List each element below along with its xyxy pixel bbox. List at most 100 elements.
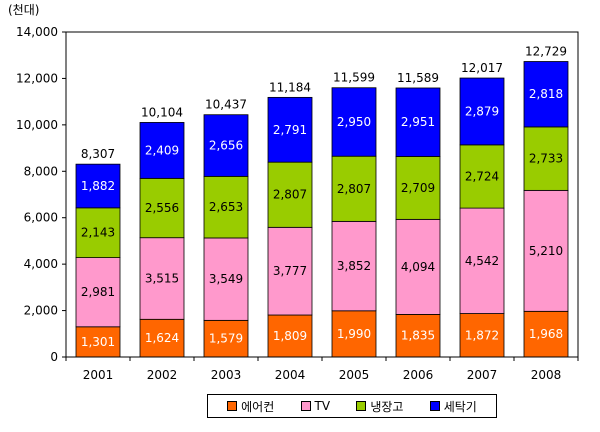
- bar-value-label: 4,542: [465, 254, 499, 268]
- bar-value-label: 2,879: [465, 104, 499, 118]
- bar-value-label: 5,210: [529, 244, 563, 258]
- bar-value-label: 2,807: [273, 188, 307, 202]
- bar-segment: [523, 61, 569, 128]
- bar-segment: [395, 218, 441, 315]
- y-tick-label: 14,000: [16, 25, 58, 39]
- bar-segment: [459, 207, 505, 314]
- bar-segment: [267, 96, 313, 163]
- x-tick-label: 2005: [339, 368, 370, 382]
- legend-item-aircon: 에어컨: [227, 398, 274, 415]
- bar-value-label: 2,656: [209, 139, 243, 153]
- bar-value-label: 2,791: [273, 123, 307, 137]
- bar-value-label: 2,724: [465, 169, 499, 183]
- bar-segment: [331, 220, 377, 312]
- bar-value-label: 1,624: [145, 331, 179, 345]
- plot-frame: [65, 31, 579, 358]
- x-tick-label: 2001: [83, 368, 114, 382]
- bar-value-label: 2,409: [145, 143, 179, 157]
- legend-swatch-washer: [429, 401, 440, 411]
- unit-label: (천대): [8, 2, 39, 17]
- legend: 에어컨 TV 냉장고 세탁기: [207, 394, 497, 418]
- bar-value-label: 1,990: [337, 327, 371, 341]
- bar-segment: [203, 114, 249, 177]
- legend-swatch-refrigerator: [356, 401, 367, 411]
- x-axis: 2001 2002 2003 2004 2005 2006 2007 2008: [65, 357, 579, 382]
- bar-segment: [523, 189, 569, 312]
- x-tick-label: 2007: [467, 368, 498, 382]
- bar-value-label: 2,981: [81, 285, 115, 299]
- bar-value-label: 2,950: [337, 115, 371, 129]
- legend-label-refrigerator: 냉장고: [370, 399, 404, 414]
- x-tick-label: 2003: [211, 368, 242, 382]
- bar-segment: [75, 163, 121, 209]
- legend-item-refrigerator: 냉장고: [356, 398, 403, 415]
- legend-item-tv: TV: [300, 399, 331, 413]
- bar-total-label: 10,437: [205, 98, 247, 112]
- x-tick-label: 2006: [403, 368, 434, 382]
- bar-value-label: 1,835: [401, 329, 435, 343]
- bar-segment: [75, 257, 121, 328]
- bar-segment: [139, 318, 185, 358]
- bar-value-label: 3,777: [273, 264, 307, 278]
- bar-value-label: 2,951: [401, 115, 435, 129]
- bar-value-label: 1,579: [209, 332, 243, 346]
- x-tick-label: 2004: [275, 368, 306, 382]
- bar-segment: [203, 175, 249, 239]
- bar-segment: [331, 310, 377, 358]
- bar-segment: [395, 314, 441, 358]
- legend-label-tv: TV: [314, 399, 331, 413]
- bar-value-label: 2,818: [529, 87, 563, 101]
- bar-segment: [75, 207, 121, 258]
- bar-total-label: 11,184: [269, 80, 311, 94]
- bar-value-label: 4,094: [401, 260, 435, 274]
- bar-value-label: 1,301: [81, 335, 115, 349]
- bar-value-label: 2,143: [81, 226, 115, 240]
- y-tick-label: 4,000: [24, 257, 58, 271]
- bar-value-label: 3,549: [209, 272, 243, 286]
- bar-total-label: 8,307: [81, 147, 115, 161]
- bar-total-label: 12,729: [525, 45, 567, 59]
- y-tick-label: 12,000: [16, 71, 58, 85]
- bar-value-label: 1,809: [273, 329, 307, 343]
- y-tick-label: 10,000: [16, 118, 58, 132]
- legend-label-aircon: 에어컨: [241, 399, 275, 414]
- bar-segment: [395, 87, 441, 157]
- bar-segment: [331, 87, 377, 157]
- legend-swatch-aircon: [227, 401, 238, 411]
- bar-total-label: 10,104: [141, 105, 183, 119]
- bar-segment: [75, 326, 121, 358]
- bar-value-label: 2,807: [337, 182, 371, 196]
- bar-segment: [203, 237, 249, 321]
- y-axis: 0 2,000 4,000 6,000 8,000 10,000 12,000 14,000: [16, 25, 66, 364]
- bar-segment: [459, 313, 505, 358]
- x-tick-label: 2008: [531, 368, 562, 382]
- bar-value-label: 1,872: [465, 328, 499, 342]
- bar-total-label: 12,017: [461, 61, 503, 75]
- bar-value-label: 2,556: [145, 201, 179, 215]
- bar-segment: [459, 77, 505, 146]
- bar-value-label: 1,968: [529, 327, 563, 341]
- bar-segment: [395, 156, 441, 220]
- bar-value-label: 3,515: [145, 272, 179, 286]
- bar-value-label: 2,709: [401, 181, 435, 195]
- bar-segment: [331, 155, 377, 222]
- y-tick-label: 0: [50, 350, 58, 364]
- bar-total-label: 11,599: [333, 71, 375, 85]
- legend-item-washer: 세탁기: [429, 398, 477, 415]
- bar-segment: [459, 144, 505, 209]
- bar-value-label: 3,852: [337, 259, 371, 273]
- bars: 1,301 2,981 2,143 1,882 8,307 1,624 3,515 2,556…: [75, 45, 569, 358]
- y-tick-label: 2,000: [24, 304, 58, 318]
- y-tick-label: 6,000: [24, 211, 58, 225]
- bar-value-label: 2,653: [209, 200, 243, 214]
- y-tick-label: 8,000: [24, 164, 58, 178]
- legend-label-washer: 세탁기: [443, 399, 477, 414]
- x-tick-label: 2002: [147, 368, 178, 382]
- bar-total-label: 11,589: [397, 71, 439, 85]
- bar-segment: [139, 122, 185, 179]
- bar-value-label: 1,882: [81, 179, 115, 193]
- legend-swatch-tv: [300, 401, 311, 411]
- bar-value-label: 2,733: [529, 152, 563, 166]
